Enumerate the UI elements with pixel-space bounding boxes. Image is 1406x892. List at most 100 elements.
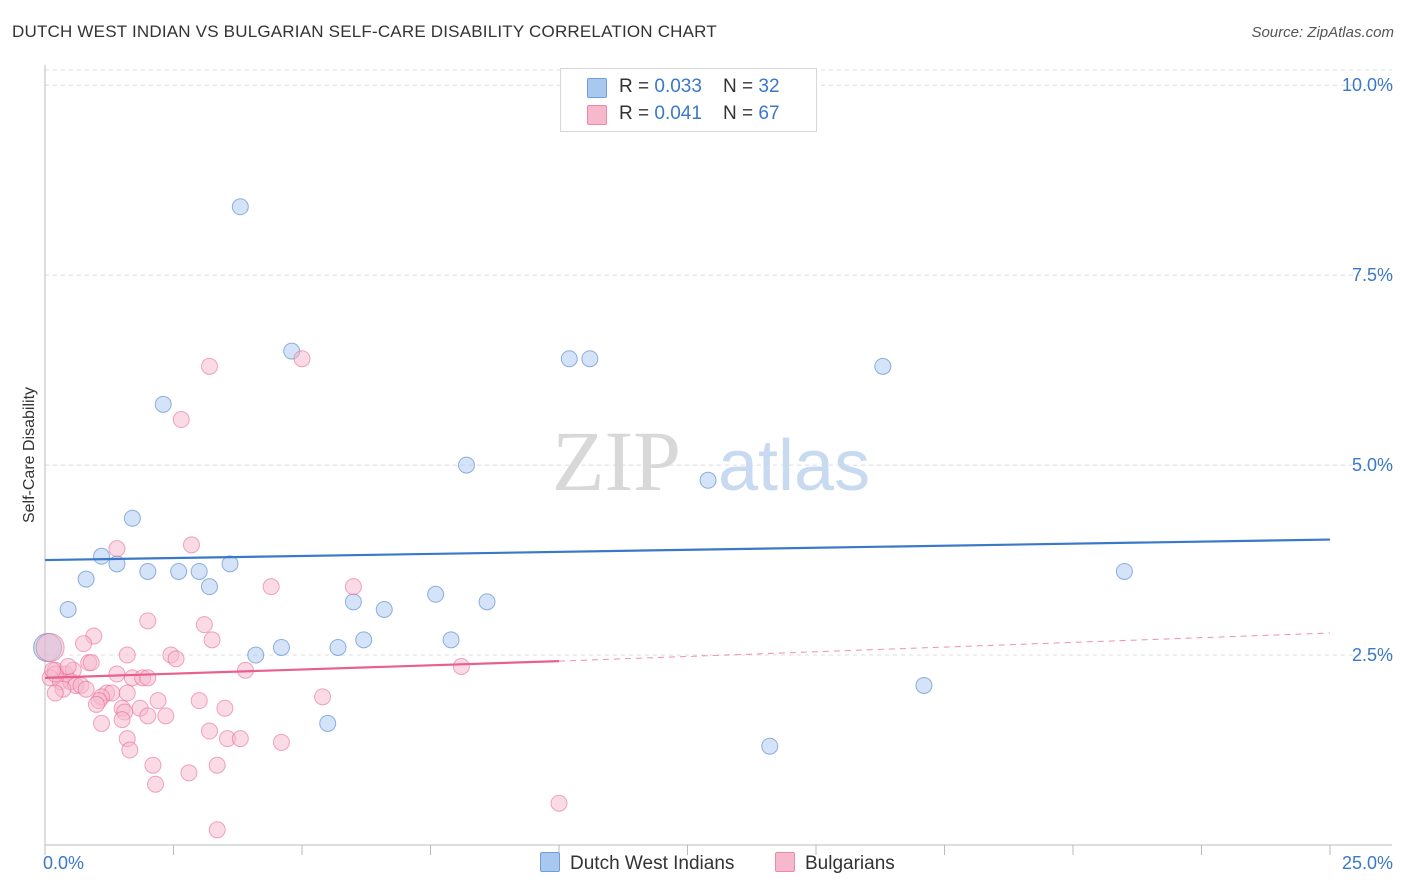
point-bulgarians <box>139 707 157 725</box>
point-dutch-west-indians <box>93 547 111 565</box>
point-bulgarians <box>121 741 139 759</box>
x-tick-label: 0.0% <box>43 853 84 873</box>
point-bulgarians <box>190 692 208 710</box>
point-dutch-west-indians <box>139 562 157 580</box>
x-tick-label: 25.0% <box>1342 853 1393 873</box>
point-bulgarians <box>344 578 362 596</box>
source-label: Source: ZipAtlas.com <box>1251 24 1394 41</box>
stats-legend: R = 0.033 N = 32 R = 0.041 N = 67 <box>560 68 817 132</box>
point-dutch-west-indians <box>1115 562 1133 580</box>
point-bulgarians <box>550 794 568 812</box>
point-bulgarians <box>452 657 470 675</box>
point-bulgarians <box>75 635 93 653</box>
point-bulgarians <box>203 631 221 649</box>
point-bulgarians <box>44 661 62 679</box>
point-bulgarians <box>46 684 64 702</box>
point-dutch-west-indians <box>427 585 445 603</box>
legend-swatch-pink <box>587 105 607 125</box>
y-tick-label: 10.0% <box>1342 75 1393 95</box>
point-dutch-west-indians <box>170 562 188 580</box>
point-bulgarians <box>200 357 218 375</box>
point-bulgarians <box>59 657 77 675</box>
point-dutch-west-indians <box>319 714 337 732</box>
point-bulgarians <box>149 692 167 710</box>
point-bulgarians <box>108 665 126 683</box>
point-dutch-west-indians <box>375 600 393 618</box>
point-bulgarians <box>293 350 311 368</box>
point-bulgarians <box>139 612 157 630</box>
y-axis-label: Self-Care Disability <box>21 387 38 523</box>
legend-swatch-blue <box>587 78 607 98</box>
watermark-atlas: atlas <box>718 426 870 506</box>
trend-line-dutch-west-indians <box>44 538 1331 562</box>
point-bulgarians <box>147 775 165 793</box>
tick-labels: 2.5% 5.0% 7.5% 10.0% 0.0% 25.0% <box>43 75 1393 873</box>
trend-lines <box>44 538 1331 679</box>
point-bulgarians <box>77 680 95 698</box>
point-dutch-west-indians <box>190 562 208 580</box>
point-dutch-west-indians <box>699 471 717 489</box>
legend-n-label: N = <box>723 103 759 124</box>
point-bulgarians <box>216 699 234 717</box>
point-bulgarians <box>87 695 105 713</box>
point-bulgarians <box>118 646 136 664</box>
axes <box>44 65 1392 855</box>
point-bulgarians <box>208 821 226 839</box>
point-bulgarians <box>208 756 226 774</box>
point-bulgarians <box>93 714 111 732</box>
point-dutch-west-indians <box>457 456 475 474</box>
point-dutch-west-indians <box>200 578 218 596</box>
point-dutch-west-indians <box>874 357 892 375</box>
point-bulgarians <box>200 722 218 740</box>
point-dutch-west-indians <box>560 350 578 368</box>
point-dutch-west-indians <box>77 570 95 588</box>
y-tick-label: 7.5% <box>1352 265 1393 285</box>
point-bulgarians <box>167 650 185 668</box>
point-dutch-west-indians <box>231 198 249 216</box>
y-tick-label: 2.5% <box>1352 645 1393 665</box>
point-dutch-west-indians <box>442 631 460 649</box>
bottom-legend-swatch-pink <box>775 852 795 872</box>
legend-n-value: 67 <box>758 103 780 124</box>
point-bulgarians <box>35 632 65 662</box>
legend-n-label: N = <box>723 76 759 97</box>
point-bulgarians <box>272 733 290 751</box>
point-dutch-west-indians <box>329 638 347 656</box>
point-dutch-west-indians <box>355 631 373 649</box>
point-bulgarians <box>157 707 175 725</box>
point-bulgarians <box>108 540 126 558</box>
point-dutch-west-indians <box>123 509 141 527</box>
y-tick-label: 5.0% <box>1352 455 1393 475</box>
point-bulgarians <box>118 684 136 702</box>
watermark: ZIP atlas <box>552 413 870 509</box>
point-bulgarians <box>82 654 100 672</box>
point-bulgarians <box>231 730 249 748</box>
data-points <box>33 198 1133 839</box>
legend-r-label: R = <box>619 76 655 97</box>
point-bulgarians <box>172 411 190 429</box>
point-bulgarians <box>144 756 162 774</box>
bottom-legend-label: Dutch West Indians <box>570 853 735 874</box>
point-dutch-west-indians <box>154 395 172 413</box>
bottom-legend-swatch-blue <box>540 852 560 872</box>
trend-line-bulgarians-extrapolated <box>558 632 1331 662</box>
point-dutch-west-indians <box>915 676 933 694</box>
legend-r-value: 0.033 <box>654 76 702 97</box>
grid-lines <box>45 69 1392 656</box>
chart-title: DUTCH WEST INDIAN VS BULGARIAN SELF-CARE… <box>12 22 717 41</box>
point-bulgarians <box>180 764 198 782</box>
bottom-legend-bulgarians: Bulgarians <box>775 852 895 875</box>
point-dutch-west-indians <box>221 555 239 573</box>
point-dutch-west-indians <box>478 593 496 611</box>
bottom-legend-dutch-west-indians: Dutch West Indians <box>540 852 734 875</box>
point-dutch-west-indians <box>761 737 779 755</box>
bottom-legend-label: Bulgarians <box>805 853 895 874</box>
trend-line-bulgarians <box>44 660 560 679</box>
point-bulgarians <box>113 711 131 729</box>
point-dutch-west-indians <box>59 600 77 618</box>
point-dutch-west-indians <box>247 646 265 664</box>
legend-n-value: 32 <box>758 76 780 97</box>
point-dutch-west-indians <box>272 638 290 656</box>
point-bulgarians <box>182 536 200 554</box>
